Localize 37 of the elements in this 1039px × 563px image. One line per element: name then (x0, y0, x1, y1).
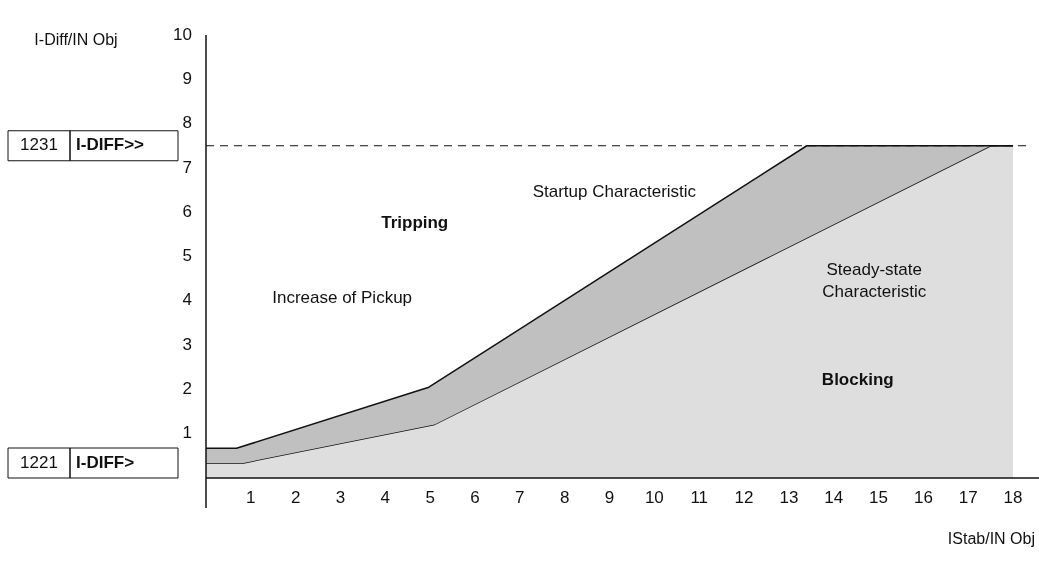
y-tick-label: 1 (182, 423, 192, 443)
y-tick-label: 8 (182, 113, 192, 133)
x-tick-label: 4 (380, 487, 391, 507)
y-tick-label: 6 (182, 201, 192, 221)
x-tick-label: 1 (246, 487, 256, 507)
annotation: Blocking (821, 370, 894, 390)
y-tick-label: 4 (182, 290, 192, 310)
text: 1221 I-DIFF> (20, 452, 135, 472)
x-tick-label: 6 (470, 487, 480, 507)
x-axis-title: IStab/IN Obj (947, 530, 1035, 548)
x-tick-label: 13 (779, 487, 799, 507)
x-tick-label: 14 (824, 487, 844, 507)
y-tick-label: 9 (182, 68, 192, 88)
x-tick-label: 12 (734, 487, 754, 507)
x-tick-label: 7 (515, 487, 525, 507)
annotation: Steady-state Characteristic (822, 259, 927, 301)
annotation: Increase of Pickup (272, 288, 413, 308)
x-tick-label: 15 (869, 487, 889, 507)
x-tick-label: 9 (604, 487, 615, 507)
y-tick-label: 7 (182, 157, 192, 177)
x-tick-label: 11 (690, 487, 709, 507)
x-tick-label: 18 (1003, 487, 1023, 507)
x-tick-label: 2 (290, 487, 301, 507)
x-tick-label: 17 (958, 487, 978, 507)
x-tick-label: 10 (644, 487, 664, 507)
annotation: Tripping (381, 212, 449, 232)
y-tick-label: 2 (182, 379, 192, 399)
y-tick-label: 5 (182, 246, 192, 266)
y-axis-title: I-Diff/IN Obj (34, 31, 118, 49)
x-tick-label: 16 (913, 487, 933, 507)
y-tick-label: 10 (173, 24, 192, 44)
x-tick-label: 8 (559, 487, 570, 507)
annotation: Startup Characteristic (532, 181, 697, 201)
x-tick-label: 5 (425, 487, 435, 507)
x-tick-label: 3 (335, 487, 346, 507)
y-tick-label: 3 (182, 334, 192, 354)
ref-line-label: 1231 I-DIFF>> (20, 135, 145, 155)
